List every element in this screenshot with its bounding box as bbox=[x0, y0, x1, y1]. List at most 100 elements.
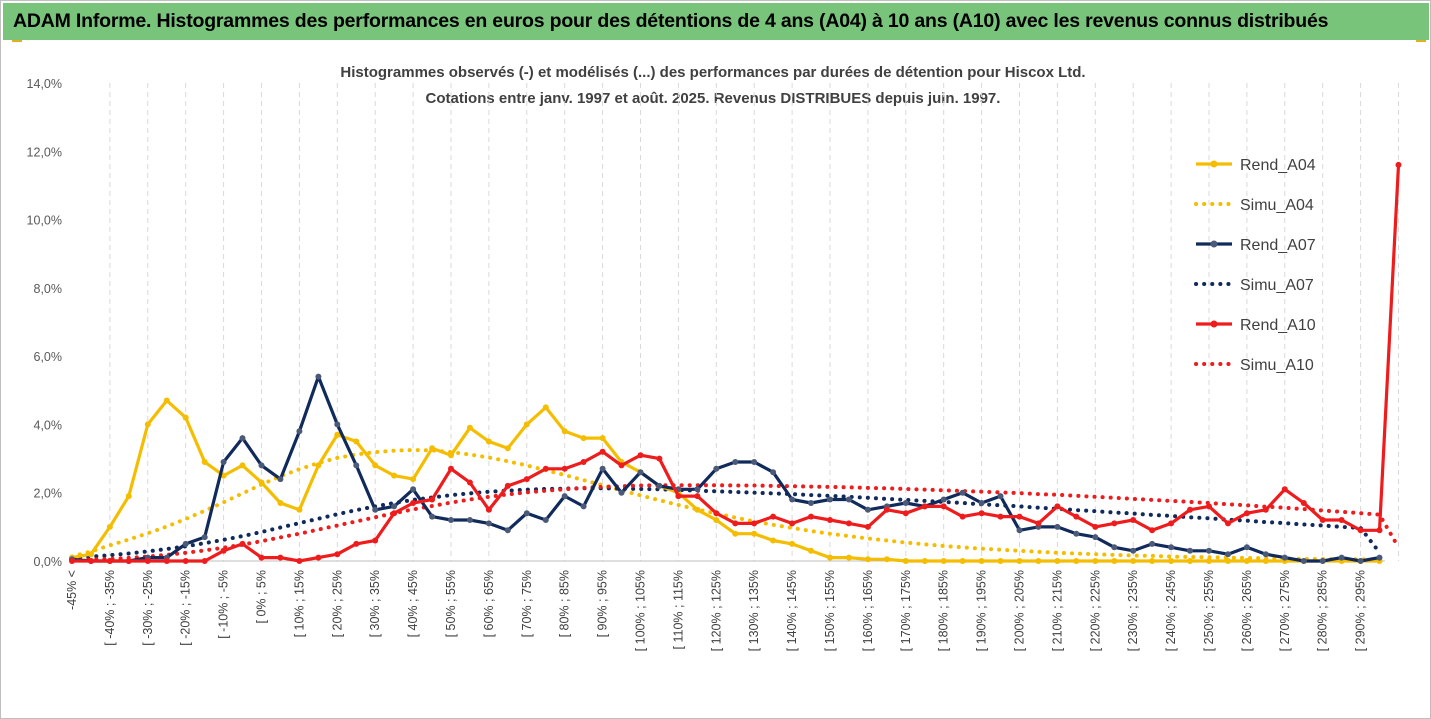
data-point-rend-a10 bbox=[561, 465, 568, 472]
x-tick-label: [ 130% ; 135% bbox=[747, 570, 761, 651]
x-tick-label: [ 250% ; 255% bbox=[1202, 570, 1216, 651]
data-point-rend-a10 bbox=[827, 517, 833, 523]
data-point-rend-a10 bbox=[675, 493, 682, 500]
y-tick-label: 10,0% bbox=[27, 214, 62, 228]
legend-marker-rend-a04 bbox=[1210, 160, 1218, 168]
data-point-rend-a04 bbox=[391, 472, 398, 479]
x-tick-label: [ 0% ; 5% bbox=[255, 570, 269, 624]
data-point-rend-a04 bbox=[1206, 558, 1212, 564]
data-point-rend-a10 bbox=[845, 520, 852, 527]
data-point-rend-a04 bbox=[770, 537, 777, 544]
data-point-rend-a07 bbox=[770, 469, 777, 476]
data-point-rend-a07 bbox=[1168, 544, 1175, 551]
data-point-rend-a10 bbox=[864, 523, 871, 530]
data-point-rend-a10 bbox=[1016, 513, 1023, 520]
data-point-rend-a04 bbox=[940, 558, 947, 564]
data-point-rend-a10 bbox=[448, 465, 454, 472]
data-point-rend-a07 bbox=[466, 517, 473, 523]
series-line-simu-a10 bbox=[70, 483, 1401, 563]
data-point-rend-a07 bbox=[694, 486, 701, 493]
data-point-rend-a04 bbox=[921, 558, 928, 564]
data-point-rend-a04 bbox=[978, 558, 985, 564]
data-point-rend-a07 bbox=[353, 462, 360, 469]
data-point-rend-a04 bbox=[713, 517, 720, 523]
data-point-rend-a07 bbox=[978, 500, 985, 506]
data-point-rend-a04 bbox=[1054, 558, 1061, 564]
x-tick-label: [ 110% ; 115% bbox=[671, 570, 685, 649]
data-point-rend-a10 bbox=[466, 479, 473, 486]
data-point-rend-a10 bbox=[1357, 527, 1364, 534]
data-point-rend-a04 bbox=[1168, 558, 1175, 564]
data-point-rend-a07 bbox=[258, 462, 265, 469]
data-point-rend-a10 bbox=[656, 455, 663, 462]
data-point-rend-a04 bbox=[789, 540, 796, 547]
x-tick-label: [ 230% ; 235% bbox=[1126, 570, 1140, 651]
x-tick-label: [ 20% ; 25% bbox=[330, 570, 344, 637]
data-point-rend-a07 bbox=[1300, 558, 1307, 564]
grid bbox=[109, 83, 1399, 561]
x-tick-label: [ 170% ; 175% bbox=[899, 570, 913, 651]
x-tick-label: [ 30% ; 35% bbox=[368, 570, 382, 637]
data-point-rend-a10 bbox=[694, 493, 701, 500]
data-point-rend-a04 bbox=[561, 428, 568, 435]
legend-label-rend-a04: Rend_A04 bbox=[1240, 157, 1316, 174]
x-axis: -45% < [ -40% ; -35% [ -30% ; -25% [ -20% ;… bbox=[65, 560, 1385, 651]
data-point-rend-a04 bbox=[485, 438, 492, 445]
data-point-rend-a04 bbox=[201, 459, 208, 465]
data-point-rend-a04 bbox=[296, 506, 303, 513]
y-tick-label: 12,0% bbox=[27, 145, 62, 159]
x-tick-label: [ 120% ; 125% bbox=[709, 570, 723, 651]
data-point-rend-a04 bbox=[315, 462, 322, 469]
data-point-rend-a10 bbox=[789, 520, 796, 527]
y-tick-label: 6,0% bbox=[34, 350, 63, 364]
data-point-rend-a10 bbox=[1073, 513, 1080, 520]
x-tick-label: [ 140% ; 145% bbox=[785, 570, 799, 651]
data-point-rend-a10 bbox=[1168, 520, 1175, 527]
x-tick-label: [ -40% ; -35% bbox=[103, 570, 117, 646]
data-point-rend-a10 bbox=[125, 558, 132, 564]
data-point-rend-a07 bbox=[1054, 523, 1061, 530]
x-tick-label: [ 80% ; 85% bbox=[558, 570, 572, 637]
data-point-rend-a07 bbox=[1281, 554, 1288, 561]
data-point-rend-a04 bbox=[182, 414, 189, 421]
data-point-rend-a10 bbox=[163, 558, 170, 564]
data-point-rend-a07 bbox=[1111, 544, 1118, 551]
data-point-rend-a07 bbox=[1243, 544, 1250, 551]
data-point-rend-a07 bbox=[561, 493, 568, 500]
data-point-rend-a04 bbox=[372, 462, 379, 469]
chart-title-line-2: Cotations entre janv. 1997 et août. 2025… bbox=[426, 90, 1001, 107]
data-point-rend-a07 bbox=[277, 476, 284, 483]
data-point-rend-a10 bbox=[1395, 161, 1402, 168]
data-point-rend-a07 bbox=[485, 520, 492, 527]
data-point-rend-a04 bbox=[1243, 558, 1250, 564]
legend-label-simu-a10: Simu_A10 bbox=[1240, 357, 1314, 374]
data-point-rend-a04 bbox=[125, 493, 132, 500]
data-point-rend-a04 bbox=[997, 558, 1004, 564]
data-point-rend-a10 bbox=[201, 558, 208, 564]
data-point-rend-a10 bbox=[1300, 500, 1307, 506]
data-point-rend-a04 bbox=[88, 551, 94, 558]
data-point-rend-a04 bbox=[580, 435, 587, 442]
data-point-rend-a10 bbox=[88, 558, 94, 564]
data-point-rend-a04 bbox=[883, 556, 890, 563]
legend: Rend_A04 Simu_A04 Rend_A07 Simu_A07 Rend_A10… bbox=[1194, 157, 1316, 374]
data-point-rend-a10 bbox=[1111, 520, 1118, 527]
data-point-rend-a10 bbox=[1262, 506, 1269, 513]
x-tick-label: [ 280% ; 285% bbox=[1316, 570, 1330, 651]
data-point-rend-a07 bbox=[391, 503, 398, 510]
data-point-rend-a07 bbox=[504, 527, 511, 534]
data-point-rend-a07 bbox=[542, 517, 549, 523]
y-tick-label: 14,0% bbox=[27, 77, 62, 91]
data-point-rend-a10 bbox=[1338, 517, 1345, 523]
x-tick-label: [ 290% ; 295% bbox=[1354, 570, 1368, 651]
report-banner: ADAM Informe. Histogrammes des performan… bbox=[3, 3, 1429, 40]
data-point-rend-a10 bbox=[372, 537, 379, 544]
corner-mark-right bbox=[1416, 40, 1426, 46]
data-point-rend-a04 bbox=[694, 506, 701, 513]
data-point-rend-a10 bbox=[429, 496, 436, 503]
data-point-rend-a10 bbox=[1243, 510, 1250, 517]
data-point-rend-a10 bbox=[770, 513, 777, 520]
data-point-rend-a10 bbox=[239, 540, 246, 547]
data-point-rend-a07 bbox=[1206, 547, 1212, 554]
